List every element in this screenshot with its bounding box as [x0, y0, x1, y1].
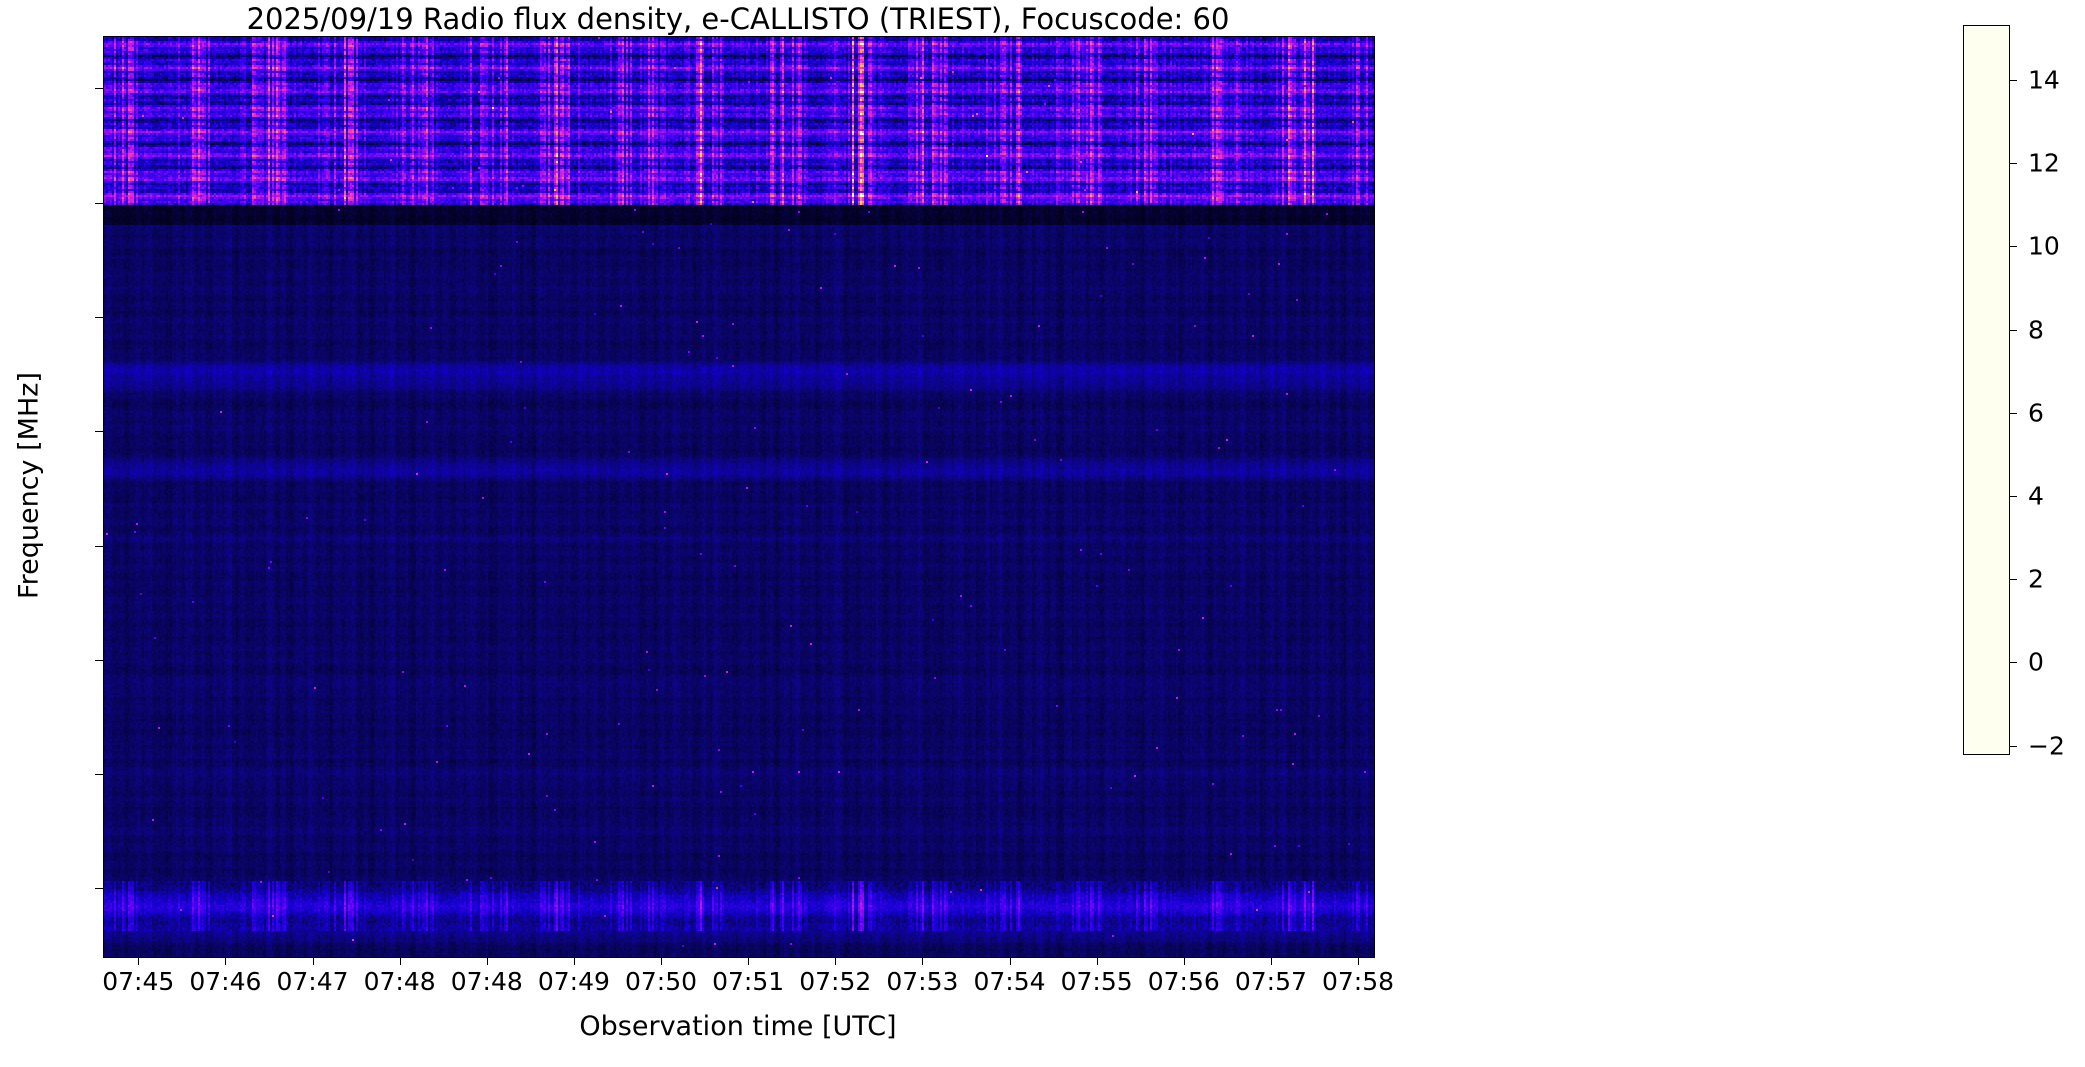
x-axis-tick-label: 07:46 — [189, 967, 262, 996]
colorbar-tick-label: 4 — [2028, 481, 2044, 511]
x-axis-tick-label: 07:55 — [1060, 967, 1133, 996]
colorbar-tick-label: 2 — [2028, 564, 2044, 594]
x-axis-tick-label: 07:48 — [363, 967, 436, 996]
colorbar-tick-label: 14 — [2028, 65, 2060, 95]
x-axis-tick-mark — [225, 957, 227, 965]
x-axis-tick-label: 07:47 — [276, 967, 349, 996]
colorbar-tick-mark — [2009, 496, 2017, 498]
x-axis-tick-mark — [312, 957, 314, 965]
colorbar-tick-mark — [2009, 329, 2017, 331]
x-axis-tick-mark — [486, 957, 488, 965]
x-axis-tick-mark — [1183, 957, 1185, 965]
x-axis-label: Observation time [UTC] — [579, 1011, 897, 1042]
colorbar-tick-label: −2 — [2028, 731, 2065, 761]
colorbar-tick-label: 10 — [2028, 231, 2060, 261]
x-axis-tick-mark — [399, 957, 401, 965]
x-axis-tick-mark — [1270, 957, 1272, 965]
x-axis-tick-label: 07:56 — [1147, 967, 1220, 996]
colorbar-tick-label: 6 — [2028, 398, 2044, 428]
colorbar-tick-mark — [2009, 80, 2017, 82]
spectrogram-plot-area — [103, 36, 1375, 958]
colorbar-tick-label: 8 — [2028, 315, 2044, 345]
y-axis-label: Frequency [MHz] — [13, 372, 45, 599]
x-axis-tick-label: 07:58 — [1321, 967, 1394, 996]
x-axis-tick-label: 07:52 — [799, 967, 872, 996]
x-axis-tick-mark — [748, 957, 750, 965]
y-axis-tick-mark — [95, 774, 103, 776]
x-axis-tick-label: 07:53 — [886, 967, 959, 996]
x-axis-tick-mark — [573, 957, 575, 965]
y-axis-tick-mark — [95, 888, 103, 890]
x-axis-tick-label: 07:57 — [1234, 967, 1307, 996]
x-axis-tick-mark — [1357, 957, 1359, 965]
y-axis-tick-mark — [95, 317, 103, 318]
y-axis-tick-mark — [95, 88, 103, 90]
x-axis-tick-mark — [661, 957, 663, 965]
x-axis-tick-label: 07:45 — [102, 967, 175, 996]
colorbar — [1963, 25, 2010, 755]
y-axis-tick-mark — [95, 202, 103, 204]
x-axis-tick-label: 07:49 — [537, 967, 610, 996]
colorbar-tick-label: 0 — [2028, 647, 2044, 677]
x-axis-tick-mark — [922, 957, 924, 965]
page-title: 2025/09/19 Radio flux density, e-CALLIST… — [246, 2, 1230, 36]
x-axis-tick-label: 07:51 — [712, 967, 785, 996]
colorbar-tick-mark — [2009, 246, 2017, 248]
x-axis-tick-label: 07:48 — [450, 967, 523, 996]
spectrogram-image — [104, 37, 1374, 957]
colorbar-gradient — [1964, 26, 2009, 754]
y-axis-tick-mark — [95, 545, 103, 547]
colorbar-tick-label: 12 — [2028, 148, 2060, 178]
colorbar-tick-mark — [2009, 163, 2017, 165]
y-axis-tick-mark — [95, 659, 103, 661]
colorbar-tick-mark — [2009, 579, 2017, 581]
colorbar-tick-mark — [2009, 412, 2017, 414]
x-axis-tick-mark — [138, 957, 140, 965]
x-axis-tick-mark — [835, 957, 837, 965]
y-axis-tick-mark — [95, 431, 103, 433]
x-axis-tick-label: 07:50 — [624, 967, 698, 996]
colorbar-tick-mark — [2009, 662, 2017, 664]
x-axis-tick-mark — [1096, 957, 1098, 965]
colorbar-tick-mark — [2009, 745, 2017, 747]
x-axis-tick-label: 07:54 — [973, 967, 1046, 996]
x-axis-tick-mark — [1009, 957, 1011, 965]
